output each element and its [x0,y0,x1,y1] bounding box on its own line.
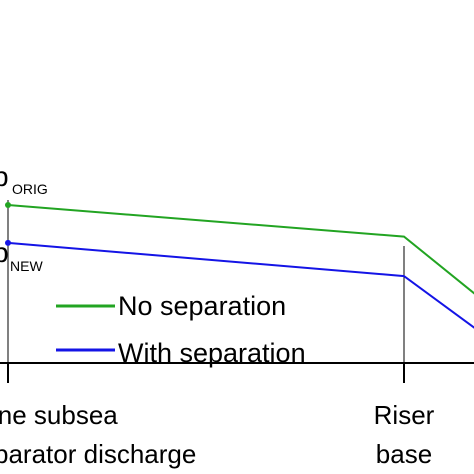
legend-label-no-separation: No separation [118,291,286,321]
x-tick-label-riser-line1: Riser [374,400,435,430]
legend-label-with-separation: With separation [118,338,306,368]
series-line-no-separation [7,204,474,295]
series-start-point-with-separation [5,239,11,246]
p-new-subscript: NEW [10,258,43,274]
series-line-with-separation [7,241,474,329]
x-tick-label-separator-line1: ine subsea [0,400,118,430]
p-orig-label: p [0,161,9,192]
p-new-label: p [0,237,9,268]
p-orig-subscript: ORIG [12,181,48,197]
legend: No separation With separation [56,291,306,368]
x-tick-label-separator-line2: parator discharge [0,439,196,469]
x-tick-label-riser-line2: base [376,439,432,469]
series-start-point-no-separation [5,202,11,208]
